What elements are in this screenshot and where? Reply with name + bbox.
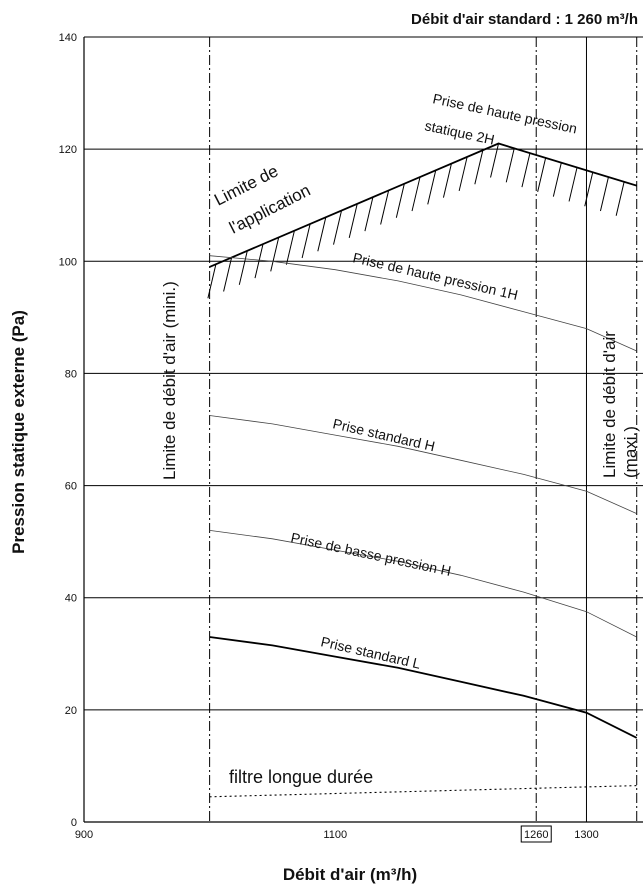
series-label-1b: statique 2H [423, 117, 496, 147]
hatch-mark [584, 172, 594, 207]
hatch-mark [521, 152, 531, 188]
series-line-1 [209, 142, 637, 268]
y-tick-label: 80 [65, 368, 77, 380]
y-tick-label: 0 [71, 817, 77, 829]
hatch-mark [207, 264, 217, 299]
x-tick-label: 1300 [574, 829, 598, 841]
x-tick-label: 1100 [323, 829, 347, 841]
hatch-mark [301, 223, 311, 259]
hatch-mark [442, 163, 452, 198]
y-tick-label: 60 [65, 481, 77, 493]
hatch-layer [207, 143, 625, 299]
hatch-mark [490, 143, 500, 178]
hatch-mark [333, 210, 343, 245]
tick-layer: 0 20 40 60 80 100 120 140 900 1100 1260 1300 [59, 32, 599, 843]
hatch-mark [599, 176, 609, 212]
hatch-mark [458, 156, 468, 192]
x-tick-box [520, 825, 552, 843]
hatch-mark [505, 148, 515, 183]
hatch-mark [615, 181, 625, 216]
hatch-mark [317, 217, 327, 252]
hatch-mark [270, 237, 280, 272]
hatch-mark [474, 150, 484, 185]
y-tick-label: 100 [59, 256, 77, 268]
y-tick-label: 40 [65, 593, 77, 605]
hatch-mark [223, 257, 233, 292]
series-line-6 [209, 785, 637, 798]
chart-title: Débit d'air standard : 1 260 m³/h [411, 11, 638, 28]
hatch-mark [364, 197, 374, 232]
series-line-5 [209, 636, 638, 739]
grid-layer [83, 36, 643, 823]
series-label-5: Prise standard L [319, 633, 422, 672]
reference-line-layer [209, 37, 638, 822]
y-tick-label: 140 [59, 32, 77, 44]
y-axis-title: Pression statique externe (Pa) [9, 310, 28, 554]
series-label-4: Prise de basse pression H [289, 529, 452, 579]
x-tick-label: 900 [75, 829, 93, 841]
hatch-mark [537, 157, 547, 192]
x-axis-title: Débit d'air (m³/h) [283, 865, 417, 884]
reference-label-max-b: (maxi.) [621, 426, 640, 478]
hatch-mark [568, 167, 578, 202]
hatch-mark [552, 162, 562, 197]
series-label-3: Prise standard H [331, 415, 436, 454]
hatch-mark [380, 190, 390, 225]
reference-label-min: Limite de débit d'air (mini.) [160, 281, 179, 480]
series-label-2: Prise de haute pression 1H [351, 249, 519, 303]
hatch-mark [238, 250, 248, 285]
hatch-mark [285, 230, 295, 265]
hatch-mark [348, 203, 358, 238]
series-line-4 [209, 530, 637, 638]
y-tick-label: 20 [65, 705, 77, 717]
hatch-mark [411, 176, 421, 212]
hatch-mark [254, 243, 264, 279]
series-layer [209, 142, 638, 798]
y-tick-label: 120 [59, 144, 77, 156]
series-line-2 [209, 255, 637, 352]
hatch-mark [395, 183, 405, 218]
x-tick-label: 1260 [524, 829, 548, 841]
series-label-6: filtre longue durée [229, 767, 373, 787]
series-line-3 [209, 415, 637, 514]
reference-label-max-a: Limite de débit d'air [600, 331, 619, 478]
hatch-mark [427, 170, 437, 205]
